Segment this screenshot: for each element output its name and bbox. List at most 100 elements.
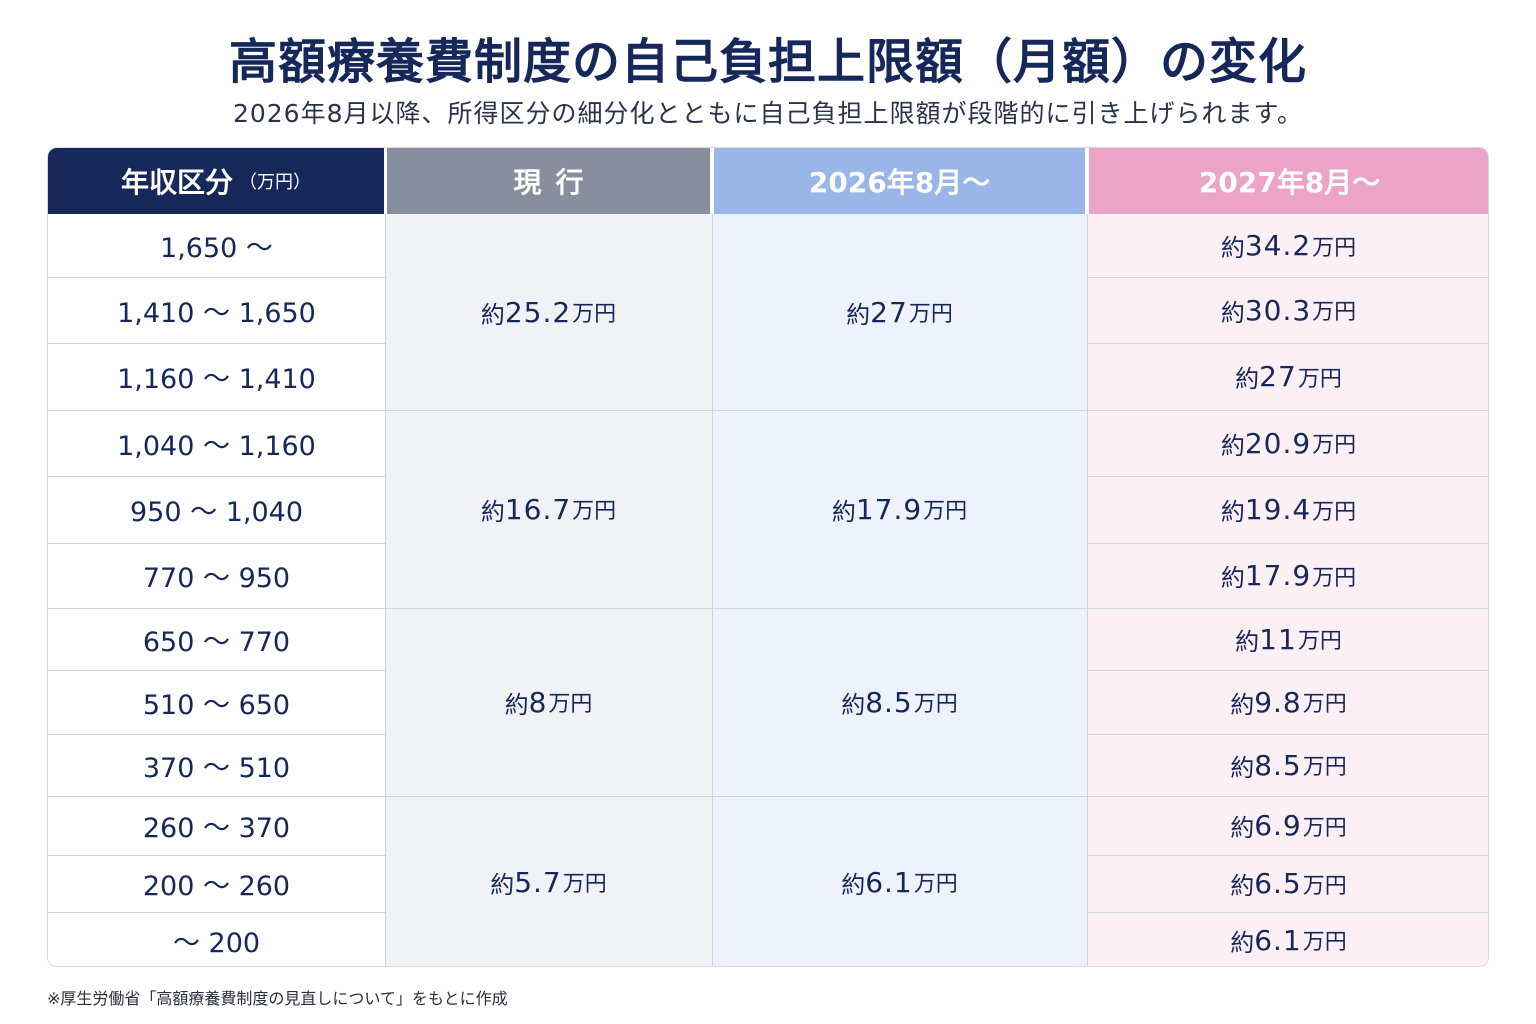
limit-2026-cell-unit: 万円: [913, 872, 958, 897]
limit-2027-cell: 約 19.4 万円: [1087, 476, 1488, 543]
limit-2027-cell: 約 6.5 万円: [1087, 855, 1488, 912]
current-limit-cell: 約 5.7 万円: [385, 796, 712, 966]
limit-2026-cell-value: 8.5: [865, 685, 913, 719]
row-divider: [1087, 277, 1488, 278]
row-divider: [48, 476, 385, 477]
current-limit-cell-unit: 万円: [572, 302, 617, 327]
header-current: 現行: [387, 148, 710, 214]
limit-2027-cell-prefix: 約: [1220, 498, 1245, 526]
income-bracket-cell: 1,410 ～ 1,650: [117, 297, 316, 329]
limit-2027-cell-prefix: 約: [1230, 690, 1255, 719]
limit-2027-cell-prefix: 約: [1230, 814, 1255, 842]
income-bracket-cell: ～ 200: [172, 927, 261, 959]
current-limit-cell-prefix: 約: [480, 497, 505, 526]
current-limit-cell-prefix: 約: [490, 870, 515, 899]
limit-2027-cell-unit: 万円: [1312, 433, 1357, 458]
header-income-unit: （万円）: [239, 172, 311, 193]
limit-2027-cell-unit: 万円: [1312, 565, 1357, 591]
limit-2027-cell: 約 6.1 万円: [1087, 912, 1488, 966]
current-limit-cell-value: 8: [528, 685, 548, 719]
row-divider: [1087, 476, 1488, 477]
limit-2027-cell-unit: 万円: [1302, 755, 1347, 780]
income-bracket-cell: 1,650 ～: [160, 233, 273, 264]
limit-2027-cell-prefix: 約: [1235, 627, 1260, 656]
limit-2027-cell-unit: 万円: [1302, 815, 1347, 841]
limit-2026-cell: 約 8.5 万円: [712, 608, 1087, 796]
limit-2027-cell: 約 20.9 万円: [1087, 410, 1488, 476]
limit-2027-cell-value: 9.8: [1254, 685, 1302, 719]
limit-2027-cell-value: 6.1: [1254, 923, 1302, 957]
limit-2026-cell-prefix: 約: [831, 497, 856, 526]
limit-2026-cell: 約 17.9 万円: [712, 410, 1087, 608]
header-2026: 2026年8月～: [714, 148, 1085, 214]
row-divider: [48, 343, 385, 344]
header-income: 年収区分 （万円）: [48, 148, 384, 214]
group-divider: [48, 608, 1488, 609]
income-column-background: [48, 214, 385, 966]
limit-2027-cell: 約 8.5 万円: [1087, 734, 1488, 796]
current-limit-cell-value: 16.7: [504, 492, 572, 526]
page-subtitle: 2026年8月以降、所得区分の細分化とともに自己負担上限額が段階的に引き上げられ…: [232, 99, 1304, 128]
row-divider: [1087, 912, 1488, 913]
limit-2027-cell-unit: 万円: [1297, 629, 1342, 654]
group-divider: [48, 410, 1488, 411]
limit-2027-cell-unit: 万円: [1302, 930, 1347, 955]
limit-2027-cell-prefix: 約: [1220, 234, 1245, 262]
limit-2027-cell-unit: 万円: [1302, 873, 1347, 899]
limit-2026-cell-value: 17.9: [855, 492, 923, 526]
row-divider: [1087, 734, 1488, 735]
limit-2027-cell: 約 30.3 万円: [1087, 277, 1488, 343]
column-divider: [712, 214, 713, 966]
limit-2026-cell: 約 27 万円: [712, 214, 1087, 410]
header-2027: 2027年8月～: [1089, 148, 1488, 214]
limit-2027-cell-prefix: 約: [1230, 872, 1255, 900]
current-limit-cell-unit: 万円: [562, 872, 607, 897]
header-income-label: 年収区分: [120, 166, 233, 199]
limit-2026-cell-prefix: 約: [846, 300, 871, 329]
income-bracket-cell: 260 ～ 370: [142, 813, 291, 844]
column-2026-background: [712, 214, 1087, 966]
limit-2027-cell-prefix: 約: [1230, 753, 1255, 782]
limit-2027-cell-unit: 万円: [1302, 692, 1347, 717]
column-divider: [1087, 214, 1088, 966]
income-bracket-cell: 200 ～ 260: [142, 871, 291, 902]
column-2027-background: [1087, 214, 1488, 966]
limit-2026-cell-unit: 万円: [913, 692, 958, 717]
row-divider: [48, 670, 385, 671]
limit-2027-cell-prefix: 約: [1220, 298, 1245, 327]
limit-2027-cell-prefix: 約: [1230, 928, 1255, 957]
income-bracket-cell: 770 ～ 950: [142, 563, 291, 594]
limit-2027-cell-unit: 万円: [1312, 235, 1357, 261]
row-divider: [1087, 343, 1488, 344]
income-bracket-cell: 650 ～ 770: [142, 626, 291, 658]
current-limit-cell-prefix: 約: [504, 690, 529, 719]
limit-2027-cell-unit: 万円: [1312, 300, 1357, 325]
row-divider: [1087, 543, 1488, 544]
limit-2026-cell-value: 27: [870, 295, 908, 329]
limit-2026-cell-unit: 万円: [923, 499, 968, 524]
limit-2026-cell-prefix: 約: [841, 690, 866, 719]
limit-2027-cell-prefix: 約: [1220, 564, 1245, 592]
income-bracket-cell: 1,160 ～ 1,410: [117, 364, 316, 395]
limit-2026-cell: 約 6.1 万円: [712, 796, 1087, 966]
footnote: ※厚生労働省「高額療養費制度の見直しについて」をもとに作成: [47, 989, 508, 1008]
current-column-background: [385, 214, 712, 966]
limit-2026-cell-value: 6.1: [865, 865, 913, 899]
limit-2027-cell-value: 19.4: [1244, 493, 1312, 526]
current-limit-cell: 約 16.7 万円: [385, 410, 712, 608]
limit-2027-cell-value: 20.9: [1244, 426, 1312, 460]
limit-2027-cell-value: 27: [1259, 360, 1297, 393]
row-divider: [48, 734, 385, 735]
row-divider: [48, 855, 385, 856]
limit-2027-cell-value: 8.5: [1254, 748, 1302, 782]
current-limit-cell: 約 8 万円: [385, 608, 712, 796]
column-divider: [385, 214, 386, 966]
limit-2027-cell-value: 6.5: [1254, 867, 1302, 900]
limit-2027-cell: 約 34.2 万円: [1087, 214, 1488, 277]
income-bracket-cell: 950 ～ 1,040: [130, 497, 303, 528]
row-divider: [1087, 855, 1488, 856]
limit-2026-cell-prefix: 約: [841, 870, 866, 899]
limit-2027-cell: 約 6.9 万円: [1087, 796, 1488, 855]
limit-2027-cell-unit: 万円: [1312, 499, 1357, 525]
row-divider: [48, 277, 385, 278]
